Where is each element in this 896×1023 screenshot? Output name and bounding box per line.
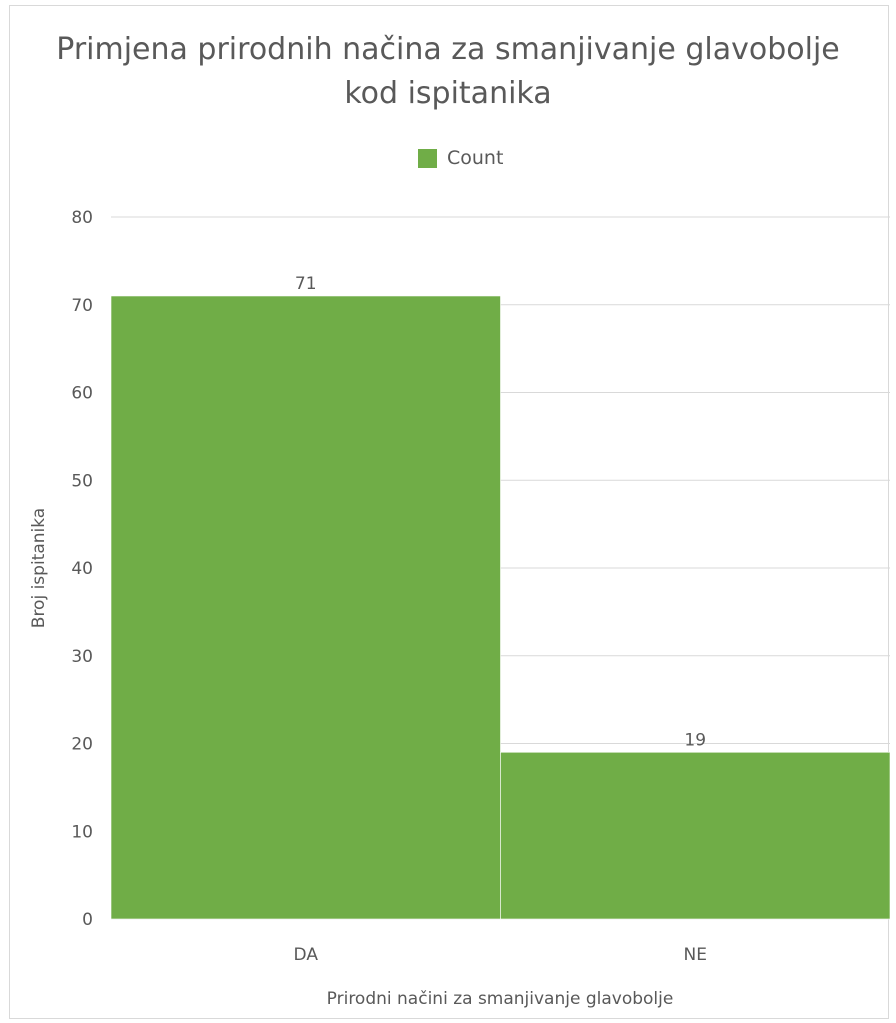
y-tick-label-70: 70 [71, 296, 93, 316]
chart-title-line-2: kod ispitanika [344, 76, 552, 111]
data-labels: 71 19 [295, 274, 706, 750]
legend-label-count: Count [447, 147, 504, 169]
x-tick-label-ne: NE [684, 945, 707, 965]
y-tick-label-50: 50 [71, 471, 93, 491]
x-axis-label: Prirodni načini za smanjivanje glavobolj… [327, 989, 674, 1009]
y-tick-label-80: 80 [71, 208, 93, 228]
y-tick-label-60: 60 [71, 384, 93, 404]
y-tick-label-0: 0 [82, 910, 93, 930]
chart-title-line-1: Primjena prirodnih načina za smanjivanje… [56, 32, 840, 67]
y-axis-label: Broj ispitanika [29, 508, 49, 628]
y-tick-label-20: 20 [71, 735, 93, 755]
x-tick-label-da: DA [294, 945, 319, 965]
bars [110, 295, 891, 920]
y-tick-label-10: 10 [71, 822, 93, 842]
y-tick-labels: 0 10 20 30 40 50 60 70 80 [71, 208, 93, 930]
bar-da [110, 295, 501, 920]
legend: Count [418, 146, 503, 170]
y-tick-label-40: 40 [71, 559, 93, 579]
x-tick-labels: DA NE [294, 945, 707, 965]
data-label-da: 71 [295, 274, 317, 294]
legend-swatch-count [418, 148, 437, 168]
y-tick-label-30: 30 [71, 647, 93, 667]
chart-title: Primjena prirodnih načina za smanjivanje… [0, 28, 896, 116]
data-label-ne: 19 [684, 730, 706, 750]
bar-ne [500, 751, 891, 920]
